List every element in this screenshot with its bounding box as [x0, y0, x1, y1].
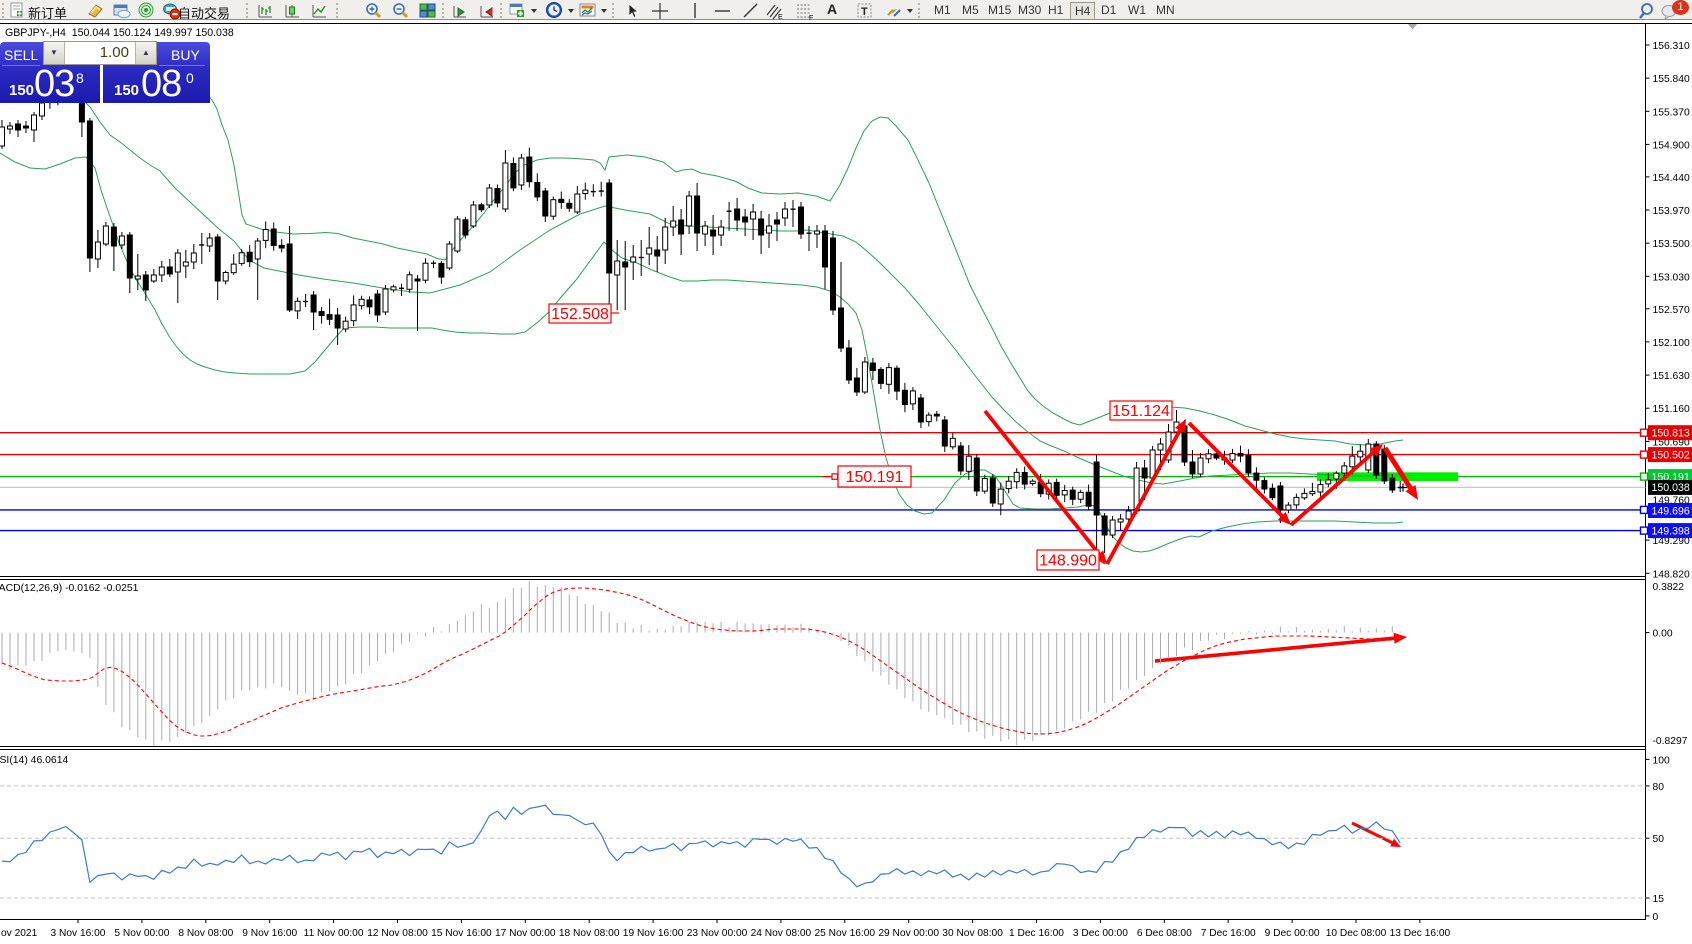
- svg-text:13 Dec 16:00: 13 Dec 16:00: [1390, 928, 1451, 939]
- svg-text:24 Nov 08:00: 24 Nov 08:00: [751, 928, 812, 939]
- svg-text:149.696: 149.696: [1652, 505, 1690, 517]
- svg-text:ov 2021: ov 2021: [1, 928, 38, 939]
- svg-text:153.970: 153.970: [1653, 206, 1690, 217]
- svg-text:17 Nov 00:00: 17 Nov 00:00: [495, 928, 556, 939]
- svg-text:5 Nov 00:00: 5 Nov 00:00: [114, 928, 169, 939]
- svg-text:150.813: 150.813: [1652, 428, 1690, 440]
- svg-text:19 Nov 16:00: 19 Nov 16:00: [623, 928, 684, 939]
- svg-text:15 Nov 16:00: 15 Nov 16:00: [431, 928, 492, 939]
- svg-text:MACD(12,26,9) -0.0162 -0.0251: MACD(12,26,9) -0.0162 -0.0251: [0, 583, 139, 594]
- svg-text:148.990: 148.990: [1039, 553, 1097, 570]
- svg-text:148.820: 148.820: [1653, 569, 1690, 580]
- svg-text:149.760: 149.760: [1653, 496, 1690, 507]
- svg-text:155.370: 155.370: [1653, 107, 1690, 118]
- svg-text:156.310: 156.310: [1653, 41, 1690, 52]
- svg-text:25 Nov 16:00: 25 Nov 16:00: [814, 928, 875, 939]
- svg-text:50: 50: [1653, 834, 1665, 845]
- svg-text:154.440: 154.440: [1653, 173, 1690, 184]
- svg-text:11 Nov 00:00: 11 Nov 00:00: [304, 928, 364, 939]
- svg-text:149.290: 149.290: [1653, 536, 1690, 547]
- svg-text:0.3822: 0.3822: [1653, 582, 1685, 593]
- svg-text:-0.8297: -0.8297: [1653, 736, 1688, 747]
- svg-text:RSI(14) 46.0614: RSI(14) 46.0614: [0, 755, 68, 766]
- svg-text:100: 100: [1653, 755, 1670, 766]
- svg-text:30 Nov 08:00: 30 Nov 08:00: [942, 928, 1003, 939]
- svg-text:3 Nov 16:00: 3 Nov 16:00: [51, 928, 106, 939]
- svg-text:8 Nov 08:00: 8 Nov 08:00: [178, 928, 233, 939]
- svg-text:12 Nov 08:00: 12 Nov 08:00: [367, 928, 428, 939]
- svg-text:29 Nov 00:00: 29 Nov 00:00: [878, 928, 939, 939]
- svg-text:0.00: 0.00: [1653, 629, 1673, 640]
- svg-text:GBPJPY-,H4 150.044 150.124 14: GBPJPY-,H4 150.044 150.124 149.997 150.0…: [5, 27, 234, 39]
- svg-text:18 Nov 08:00: 18 Nov 08:00: [559, 928, 620, 939]
- svg-text:151.124: 151.124: [1112, 403, 1170, 420]
- svg-text:154.900: 154.900: [1653, 140, 1690, 151]
- svg-text:T: T: [861, 6, 868, 18]
- svg-text:150.502: 150.502: [1652, 449, 1690, 461]
- svg-text:152.508: 152.508: [551, 306, 609, 323]
- svg-text:6 Dec 08:00: 6 Dec 08:00: [1137, 928, 1192, 939]
- svg-text:0: 0: [1653, 912, 1659, 923]
- svg-text:150.038: 150.038: [1652, 482, 1690, 494]
- svg-text:80: 80: [1653, 782, 1665, 793]
- svg-text:9 Nov 16:00: 9 Nov 16:00: [242, 928, 297, 939]
- svg-text:152.100: 152.100: [1653, 338, 1690, 349]
- svg-text:10 Dec 08:00: 10 Dec 08:00: [1326, 928, 1387, 939]
- svg-text:150.191: 150.191: [846, 469, 904, 486]
- svg-text:15: 15: [1653, 894, 1665, 905]
- svg-text:23 Nov 00:00: 23 Nov 00:00: [687, 928, 748, 939]
- svg-text:9 Dec 00:00: 9 Dec 00:00: [1265, 928, 1320, 939]
- svg-text:151.160: 151.160: [1653, 404, 1690, 415]
- svg-text:149.398: 149.398: [1652, 525, 1690, 537]
- svg-text:F: F: [809, 15, 813, 21]
- svg-text:150.690: 150.690: [1653, 437, 1690, 448]
- svg-text:E: E: [778, 14, 783, 21]
- svg-text:153.500: 153.500: [1653, 239, 1690, 250]
- svg-text:7 Dec 16:00: 7 Dec 16:00: [1201, 928, 1256, 939]
- svg-text:153.030: 153.030: [1653, 272, 1690, 283]
- svg-text:1 Dec 16:00: 1 Dec 16:00: [1009, 928, 1064, 939]
- svg-text:155.840: 155.840: [1653, 74, 1690, 85]
- svg-text:151.630: 151.630: [1653, 371, 1690, 382]
- svg-text:3 Dec 00:00: 3 Dec 00:00: [1073, 928, 1128, 939]
- svg-text:152.570: 152.570: [1653, 305, 1690, 316]
